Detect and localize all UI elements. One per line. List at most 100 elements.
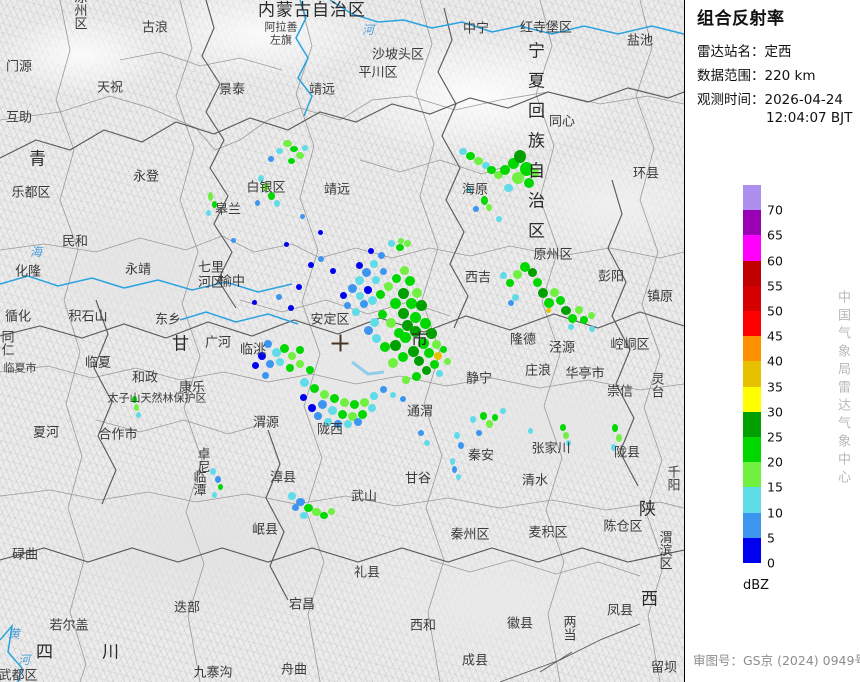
radar-echo-cell [470, 416, 476, 423]
radar-echo-cell [473, 206, 479, 212]
map-label: 临洮 [239, 342, 267, 358]
map-label: 太子山天然林保护区 [107, 391, 207, 405]
radar-echo-cell [276, 294, 282, 300]
radar-station-marker [331, 334, 349, 352]
map-label: 市 [411, 330, 429, 351]
radar-echo-cell [288, 492, 296, 500]
map-label: 卓尼 [194, 447, 210, 473]
legend-tick-label: 55 [767, 278, 783, 294]
legend-band [743, 285, 761, 311]
radar-echo-cell [132, 396, 137, 403]
radar-echo-cell [556, 296, 565, 305]
radar-echo-cell [306, 366, 314, 374]
map-label: 彭阳 [597, 269, 625, 285]
legend-band [743, 462, 761, 488]
radar-echo-cell [268, 156, 274, 162]
radar-echo-cell [368, 248, 374, 254]
legend-tick-label: 50 [767, 303, 783, 319]
map-label: 原州区 [533, 247, 573, 263]
observation-time-row: 观测时间：2026-04-24 [697, 88, 843, 108]
radar-echo-cell [390, 392, 396, 398]
map-label: 古浪 [141, 20, 169, 36]
map-label: 舟曲 [280, 662, 308, 678]
legend-band [743, 336, 761, 362]
radar-echo-cell [136, 412, 141, 418]
radar-echo-cell [384, 282, 393, 291]
map-label: 隆德 [509, 332, 537, 348]
map-label: 治 [528, 191, 546, 212]
radar-echo-cell [312, 508, 321, 516]
radar-map-panel[interactable]: 内蒙古自治区 阿拉善 左旗 凉州区 古浪 中宁 红寺堡区 盐池 沙坡头区 门源 天祝 景泰 靖远河宁夏回… [0, 0, 685, 682]
radar-echo-cell [212, 492, 217, 498]
map-label: 两当 [560, 615, 576, 641]
legend-unit-label: dBZ [743, 578, 770, 593]
legend-band [743, 537, 761, 563]
map-label: 景泰 [218, 82, 246, 98]
radar-echo-cell [288, 158, 295, 164]
map-label: 九寨沟 [193, 665, 233, 681]
radar-echo-cell [340, 292, 347, 299]
radar-echo-cell [418, 430, 424, 436]
radar-echo-cell [500, 272, 507, 279]
radar-echo-cell [406, 298, 417, 309]
radar-echo-cell [348, 412, 357, 421]
radar-echo-cell [300, 394, 307, 401]
legend-tick-label: 65 [767, 227, 783, 243]
radar-echo-cell [280, 344, 289, 353]
radar-echo-cell [370, 392, 378, 400]
map-label: 红寺堡区 [519, 20, 573, 36]
radar-echo-cell [492, 414, 498, 421]
map-label: 和政 [131, 370, 159, 386]
radar-echo-cell [512, 172, 524, 184]
radar-echo-cell [388, 358, 398, 368]
radar-echo-cell [340, 398, 349, 407]
map-label: 青 [29, 149, 47, 170]
radar-echo-cell [568, 324, 574, 330]
legend-tick-label: 35 [767, 379, 783, 395]
radar-echo-cell [283, 140, 292, 147]
radar-echo-cell [508, 158, 519, 169]
radar-echo-cell [350, 400, 359, 409]
radar-echo-cell [380, 342, 390, 352]
map-label: 泾源 [548, 340, 576, 356]
legend-tick-label: 15 [767, 479, 783, 495]
dbz-color-legend: 70 65 60 55 50 45 40 35 30 25 20 15 10 5 0 [743, 185, 783, 571]
radar-echo-cell [575, 306, 583, 314]
radar-echo-cell [418, 338, 429, 349]
radar-echo-cell [494, 171, 503, 179]
radar-echo-cell [459, 148, 467, 155]
map-label: 宁 [528, 41, 546, 62]
map-label: 武都区 [0, 668, 38, 682]
radar-echo-cell [276, 148, 283, 154]
map-label: 镇原 [646, 289, 674, 305]
radar-station-row: 雷达站名：定西 [697, 40, 792, 60]
radar-echo-cell [262, 183, 269, 191]
radar-echo-cell [380, 386, 387, 393]
radar-echo-cell [512, 294, 519, 301]
agency-watermark: 中国气象局雷达气象中心 [835, 290, 850, 488]
map-label: 永靖 [124, 262, 152, 278]
radar-echo-cell [378, 310, 387, 319]
data-range-label: 数据范围： [697, 68, 765, 84]
legend-tick-label: 40 [767, 353, 783, 369]
map-label: 若尔盖 [49, 618, 89, 634]
radar-echo-cell [410, 312, 421, 323]
map-approval-number: 审图号：GS京 (2024) 0949号 [693, 653, 860, 668]
radar-echo-cell [500, 165, 510, 175]
map-label: 榆中 [218, 274, 246, 290]
radar-echo-cell [296, 346, 304, 354]
radar-echo-cell [344, 302, 351, 309]
map-label: 左旗 [270, 33, 292, 47]
map-label: 中宁 [462, 21, 490, 37]
radar-echo-cell [318, 400, 327, 409]
map-label: 甘 [172, 334, 190, 355]
radar-echo-cell [508, 300, 514, 306]
map-label: 河 [17, 653, 31, 667]
radar-echo-cell [474, 157, 483, 165]
map-label: 乐都区 [11, 185, 51, 201]
radar-echo-cell [368, 296, 377, 305]
legend-band [743, 235, 761, 261]
radar-echo-cell [410, 326, 421, 337]
map-label: 川 [102, 642, 120, 663]
map-label: 静宁 [465, 371, 493, 387]
